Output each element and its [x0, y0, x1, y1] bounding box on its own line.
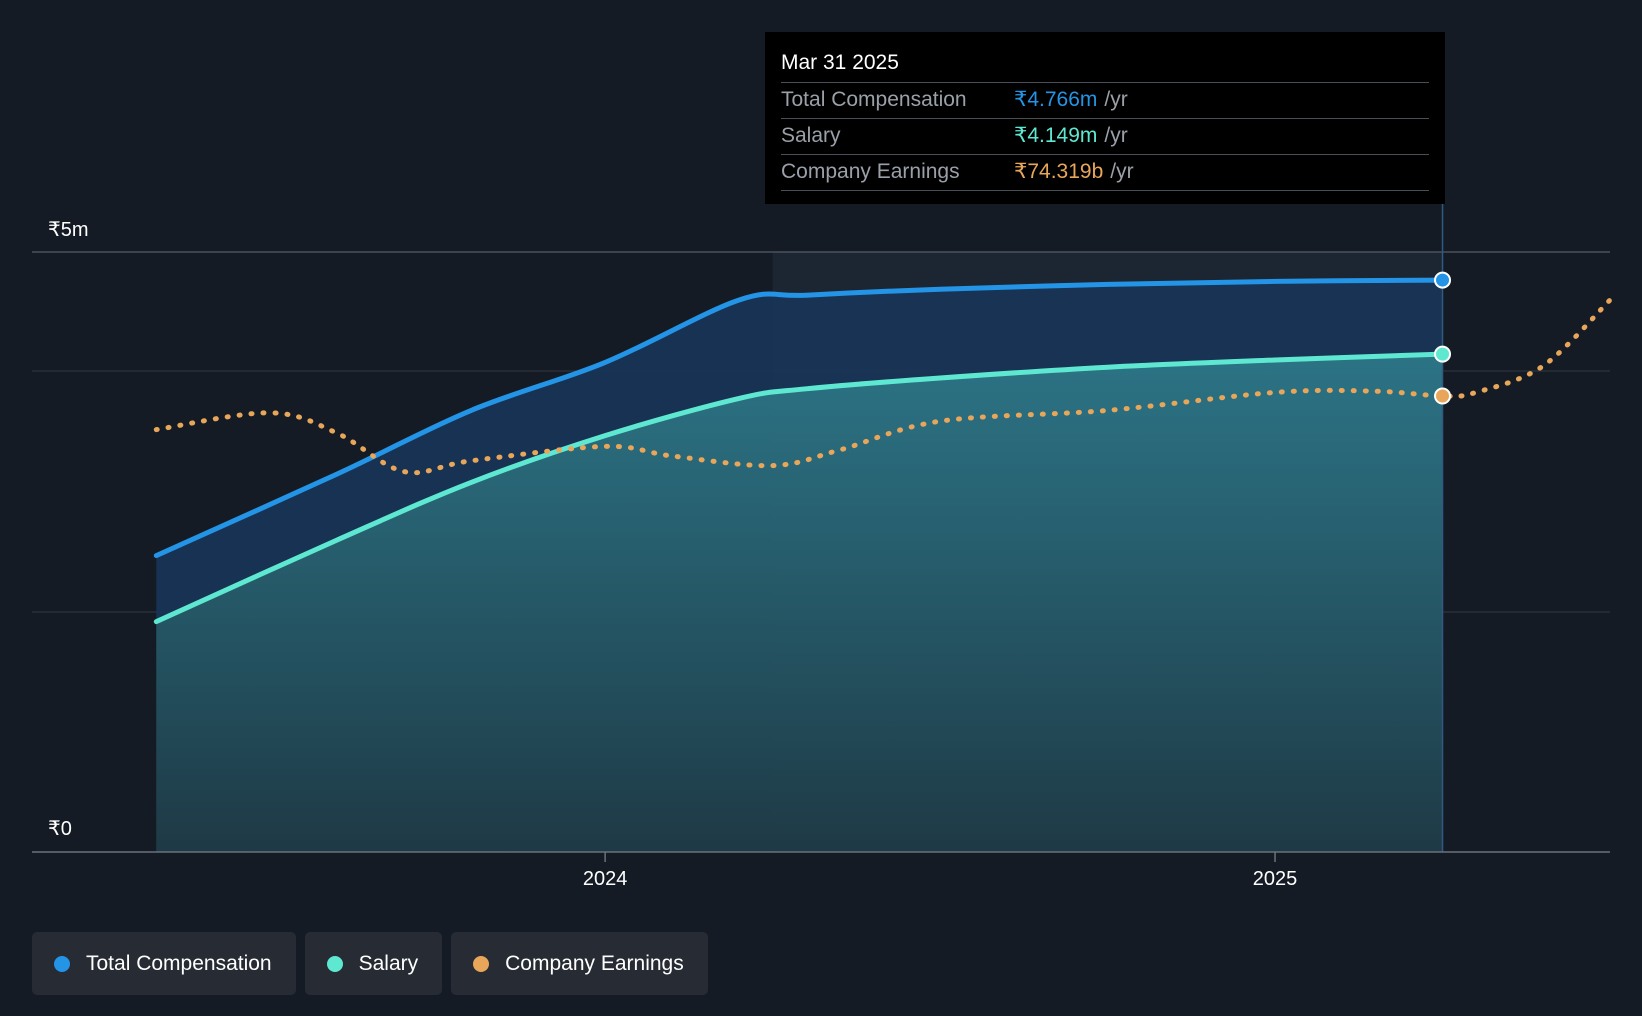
x-tick-label: 2024 [583, 868, 628, 890]
tooltip-row-earnings: Company Earnings ₹74.319b /yr [781, 155, 1429, 191]
legend-dot-icon [473, 955, 490, 972]
legend-label: Company Earnings [505, 951, 684, 975]
tooltip-value: ₹4.149m [1014, 124, 1098, 147]
legend-item-total-compensation[interactable]: Total Compensation [32, 932, 296, 995]
salary-area [156, 354, 1443, 852]
tooltip-row-salary: Salary ₹4.149m /yr [781, 119, 1429, 155]
company-earnings-line [153, 297, 1613, 476]
y-tick-label-top: ₹5m [48, 219, 89, 241]
legend-item-salary[interactable]: Salary [304, 932, 443, 995]
legend: Total Compensation Salary Company Earnin… [32, 932, 708, 995]
salary-marker [1434, 345, 1452, 363]
x-tick-label: 2025 [1253, 868, 1298, 890]
y-tick-label-bottom: ₹0 [48, 818, 72, 840]
legend-dot-icon [54, 955, 70, 972]
salary-line [153, 351, 1446, 625]
tooltip-value: ₹4.766m [1014, 88, 1098, 111]
legend-label: Total Compensation [86, 951, 272, 975]
company-earnings-marker [1434, 387, 1452, 405]
tooltip-unit: /yr [1104, 88, 1128, 111]
legend-dot-icon [326, 955, 343, 972]
tooltip-unit: /yr [1104, 124, 1128, 147]
tooltip-unit: /yr [1110, 160, 1134, 183]
tooltip-row-total: Total Compensation ₹4.766m /yr [781, 83, 1429, 119]
tooltip-value: ₹74.319b [1014, 160, 1104, 183]
tooltip-label: Company Earnings [781, 160, 960, 183]
legend-item-company-earnings[interactable]: Company Earnings [451, 932, 708, 995]
legend-label: Salary [358, 951, 419, 975]
tooltip-label: Salary [781, 124, 841, 147]
total-compensation-marker [1434, 271, 1452, 289]
total-compensation-line [153, 277, 1446, 559]
tooltip-label: Total Compensation [781, 88, 967, 111]
tooltip: Mar 31 2025 Total Compensation ₹4.766m /… [765, 32, 1445, 204]
tooltip-date: Mar 31 2025 [781, 46, 1429, 83]
